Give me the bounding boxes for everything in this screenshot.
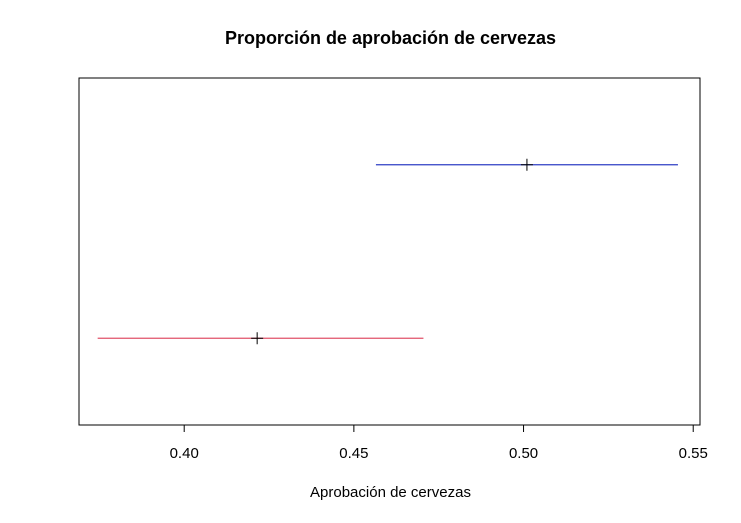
x-tick-label: 0.55 [679, 445, 708, 462]
chart-title: Proporción de aprobación de cervezas [224, 28, 557, 48]
x-tick-label: 0.45 [339, 445, 368, 462]
x-tick-label: 0.40 [170, 445, 199, 462]
x-tick-label: 0.50 [509, 445, 538, 462]
x-axis-ticks: 0.40 0.45 0.50 0.55 [170, 425, 708, 462]
estimate-marker-2 [251, 332, 264, 345]
x-axis-label: Aprobación de cervezas [310, 484, 471, 501]
plot-frame [78, 77, 701, 426]
estimate-marker-1 [520, 158, 533, 171]
intervals [97, 158, 678, 345]
